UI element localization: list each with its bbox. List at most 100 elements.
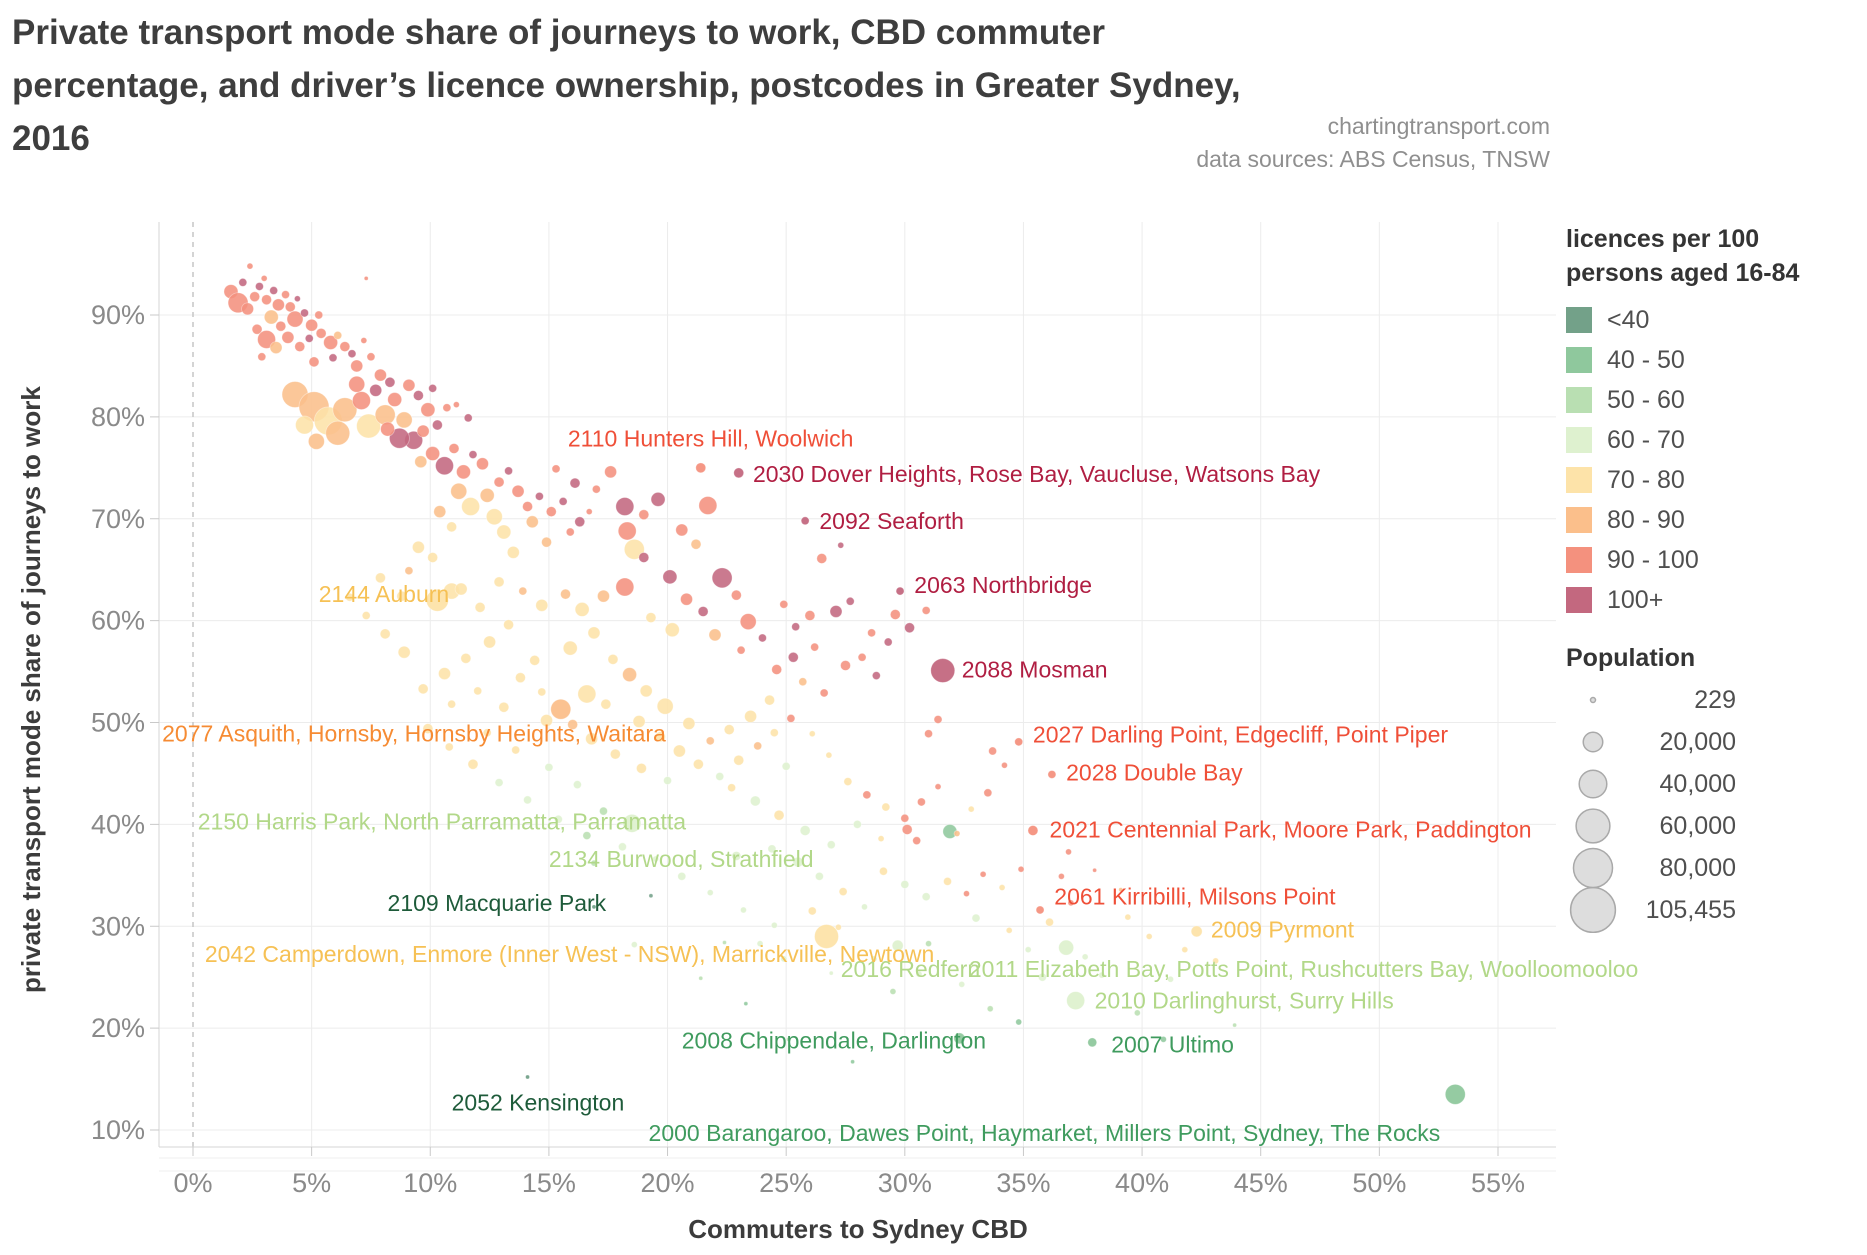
scatter-point[interactable] [257,330,276,349]
scatter-point[interactable] [249,291,261,303]
scatter-point[interactable] [1001,761,1008,769]
scatter-point[interactable] [597,589,610,603]
scatter-point[interactable] [698,975,704,981]
scatter-point[interactable] [474,601,486,613]
scatter-point[interactable] [787,651,799,663]
scatter-point[interactable] [779,599,789,609]
scatter-point[interactable] [529,654,541,666]
scatter-point[interactable] [917,797,926,807]
scatter-point[interactable] [448,443,460,454]
scatter-point[interactable] [727,783,737,793]
scatter-point[interactable] [482,728,492,738]
scatter-point[interactable] [281,331,295,344]
annotated-point[interactable] [525,1074,530,1080]
annotated-point[interactable] [1444,1083,1466,1105]
scatter-point[interactable] [269,286,279,295]
scatter-point[interactable] [431,419,443,431]
scatter-point[interactable] [828,970,834,976]
scatter-point[interactable] [577,684,597,704]
annotated-point[interactable] [1027,825,1039,836]
scatter-point[interactable] [328,353,338,363]
annotated-point[interactable] [733,467,745,479]
scatter-point[interactable] [315,327,327,339]
scatter-point[interactable] [417,683,429,695]
scatter-point[interactable] [600,698,612,710]
scatter-point[interactable] [473,686,483,696]
color-legend-item[interactable]: 70 - 80 [1566,460,1862,500]
scatter-point[interactable] [293,295,301,303]
scatter-point[interactable] [572,780,582,790]
scatter-point[interactable] [715,772,725,781]
color-legend-item[interactable]: 80 - 90 [1566,500,1862,540]
scatter-point[interactable] [675,523,689,537]
scatter-point[interactable] [511,484,525,498]
scatter-point[interactable] [924,729,933,739]
scatter-point[interactable] [384,376,396,388]
scatter-point[interactable] [901,824,913,835]
scatter-point[interactable] [582,831,592,840]
scatter-point[interactable] [269,341,283,355]
scatter-point[interactable] [810,642,820,652]
color-legend-item[interactable]: 40 - 50 [1566,340,1862,380]
scatter-point[interactable] [460,652,472,664]
scatter-point[interactable] [953,830,961,837]
annotated-point[interactable] [731,851,742,861]
scatter-point[interactable] [447,699,457,709]
scatter-point[interactable] [323,335,339,350]
scatter-point[interactable] [238,277,248,287]
scatter-point[interactable] [314,310,324,320]
scatter-point[interactable] [375,572,386,584]
scatter-point[interactable] [585,508,593,516]
scatter-point[interactable] [1118,887,1124,892]
scatter-point[interactable] [361,611,371,620]
scatter-point[interactable] [883,637,893,647]
scatter-point[interactable] [515,672,526,684]
scatter-point[interactable] [1133,1009,1141,1017]
scatter-point[interactable] [698,496,718,515]
scatter-point[interactable] [506,545,520,559]
scatter-point[interactable] [1098,971,1106,979]
color-legend-item[interactable]: 60 - 70 [1566,420,1862,460]
annotated-point[interactable] [930,658,956,683]
scatter-point[interactable] [786,1036,791,1042]
scatter-point[interactable] [567,719,579,730]
scatter-point[interactable] [638,509,650,521]
scatter-point[interactable] [925,940,932,947]
scatter-point[interactable] [450,482,468,500]
scatter-point[interactable] [560,588,571,600]
scatter-point[interactable] [630,941,638,948]
scatter-point[interactable] [363,275,369,281]
scatter-point[interactable] [958,980,966,988]
scatter-point[interactable] [870,955,878,963]
scatter-point[interactable] [467,758,479,770]
scatter-point[interactable] [272,298,285,312]
scatter-point[interactable] [511,745,521,755]
scatter-point[interactable] [379,628,391,640]
scatter-point[interactable] [300,308,309,318]
color-legend-item[interactable]: 100+ [1566,580,1862,620]
scatter-point[interactable] [692,758,704,770]
scatter-point[interactable] [246,262,254,270]
scatter-point[interactable] [374,368,387,382]
scatter-point[interactable] [943,877,952,886]
scatter-point[interactable] [733,754,745,766]
scatter-point[interactable] [590,859,598,867]
scatter-point[interactable] [792,856,804,868]
scatter-point[interactable] [1145,933,1153,940]
annotated-point[interactable] [1190,925,1203,938]
scatter-point[interactable] [396,590,408,602]
annotated-point[interactable] [695,462,707,474]
scatter-point[interactable] [837,541,845,549]
scatter-point[interactable] [347,349,357,359]
annotated-point[interactable] [1014,737,1024,747]
scatter-point[interactable] [374,404,396,426]
scatter-point[interactable] [857,652,867,662]
scatter-point[interactable] [518,586,528,596]
scatter-point[interactable] [662,569,678,585]
scatter-point[interactable] [1005,926,1013,934]
scatter-point[interactable] [697,606,709,617]
scatter-point[interactable] [838,887,848,897]
scatter-point[interactable] [609,748,621,760]
scatter-point[interactable] [366,352,376,362]
scatter-point[interactable] [615,497,635,516]
